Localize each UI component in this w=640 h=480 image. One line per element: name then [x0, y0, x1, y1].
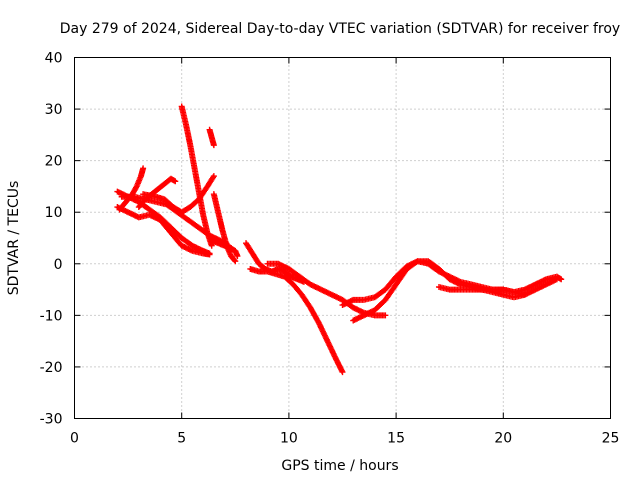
series-track-02 [114, 204, 213, 258]
x-tick-label: 25 [602, 431, 620, 447]
series-track-03 [116, 165, 147, 213]
series-track-16 [435, 283, 528, 298]
data-point [172, 178, 179, 185]
data-point [413, 259, 420, 266]
data-point [234, 253, 241, 260]
data-point [210, 142, 217, 149]
data-point [339, 369, 346, 376]
data-point [553, 276, 560, 283]
data-point [382, 312, 389, 319]
x-tick-label: 15 [387, 431, 405, 447]
data-point [231, 257, 238, 264]
x-tick-label: 20 [494, 431, 512, 447]
x-tick-label: 5 [177, 431, 186, 447]
y-tick-label: 20 [45, 154, 63, 170]
series-track-10 [208, 237, 241, 260]
y-tick-label: 40 [45, 51, 63, 67]
data-point [232, 258, 239, 265]
data-point [210, 174, 217, 181]
data-point [140, 165, 147, 172]
x-tick-label: 10 [280, 431, 298, 447]
y-tick-label: 30 [45, 102, 63, 118]
series-track-12 [247, 265, 346, 376]
data-point [206, 251, 213, 258]
data-point [208, 242, 215, 249]
x-axis-label: GPS time / hours [281, 458, 398, 474]
x-tick-label: 0 [70, 431, 79, 447]
series-track-07 [178, 103, 215, 249]
grid [74, 57, 611, 419]
chart-title: Day 279 of 2024, Sidereal Day-to-day VTE… [60, 21, 620, 37]
plot-frame [74, 57, 611, 419]
data-point [521, 291, 528, 298]
y-tick-label: -10 [40, 308, 63, 324]
y-tick-label: -30 [40, 412, 63, 428]
y-axis-label: SDTVAR / TECUs [6, 181, 22, 296]
y-tick-label: -20 [40, 360, 63, 376]
y-tick-label: 0 [54, 257, 63, 273]
series-track-08 [206, 126, 217, 149]
data-points [114, 103, 565, 376]
axis-ticks: 0 5 10 15 20 25 -30 -20 -10 0 10 20 30 40 [40, 51, 620, 447]
data-point [210, 173, 217, 180]
y-tick-label: 10 [45, 205, 63, 221]
